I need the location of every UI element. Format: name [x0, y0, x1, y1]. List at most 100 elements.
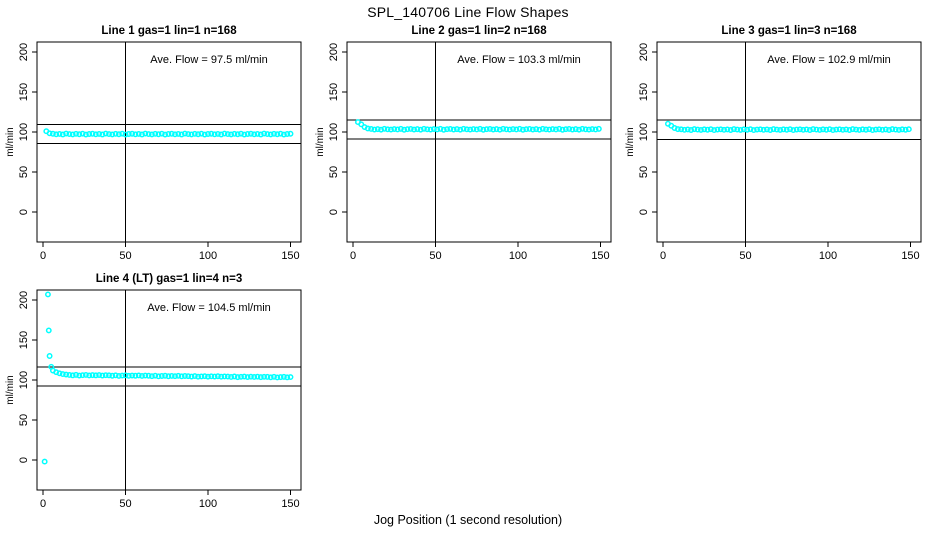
- data-point: [271, 130, 277, 137]
- data-point: [198, 373, 205, 380]
- data-point: [793, 126, 800, 133]
- data-point: [66, 372, 73, 378]
- data-point: [63, 371, 70, 378]
- data-point: [401, 126, 408, 133]
- data-point: [684, 126, 691, 133]
- data-point: [701, 126, 708, 133]
- data-point: [803, 126, 810, 133]
- data-point: [168, 130, 175, 137]
- data-point: [411, 126, 417, 133]
- data-point: [704, 126, 711, 133]
- data-point: [813, 126, 820, 133]
- data-point: [96, 372, 103, 378]
- y-tick-label: 150: [18, 331, 30, 349]
- data-point: [46, 130, 53, 137]
- data-point: [513, 126, 520, 133]
- x-tick-label: 150: [281, 250, 299, 262]
- data-point: [102, 372, 109, 379]
- panel-title: Line 4 (LT) gas=1 lin=4 n=3: [96, 273, 242, 285]
- data-point: [82, 372, 89, 378]
- data-point: [228, 374, 235, 380]
- data-point: [73, 130, 79, 137]
- data-point: [218, 373, 225, 380]
- plot-box: [656, 41, 922, 243]
- data-point: [582, 126, 589, 133]
- data-point: [424, 126, 431, 133]
- flow-panel-3: Line 3 gas=1 lin=3 n=168 0 50 100 150 200 0 50 1…: [625, 25, 922, 262]
- data-point: [863, 126, 869, 133]
- data-point: [198, 130, 205, 137]
- data-point: [556, 125, 563, 132]
- y-axis-label: ml/min: [315, 127, 326, 156]
- data-point: [287, 374, 294, 380]
- data-point: [731, 126, 737, 133]
- data-point: [135, 130, 142, 137]
- data-point: [106, 131, 112, 138]
- data-point: [132, 131, 139, 138]
- data-point: [89, 372, 96, 379]
- data-point: [46, 353, 53, 359]
- data-point: [45, 291, 51, 298]
- data-point: [760, 126, 767, 133]
- data-point: [218, 131, 225, 138]
- x-tick-label: 100: [819, 250, 837, 262]
- data-point: [434, 126, 441, 133]
- data-point: [231, 130, 238, 137]
- flow-panel-1: Line 1 gas=1 lin=1 n=168 0 50 100 150 200 0 50 1…: [5, 25, 302, 262]
- data-point: [63, 130, 70, 137]
- data-point: [49, 130, 56, 137]
- data-point: [267, 131, 274, 138]
- data-point: [767, 127, 774, 133]
- data-point: [152, 130, 159, 137]
- data-point: [447, 126, 454, 132]
- data-point: [119, 372, 126, 379]
- y-tick-label: 50: [18, 414, 30, 426]
- data-point: [856, 126, 863, 133]
- y-tick-label: 200: [328, 43, 340, 61]
- data-point: [139, 372, 145, 379]
- y-tick-label: 150: [18, 83, 30, 101]
- data-point: [178, 131, 185, 138]
- data-point: [125, 372, 132, 379]
- data-point: [849, 126, 856, 133]
- plot-box: [36, 289, 302, 491]
- data-point: [132, 372, 139, 379]
- data-point: [790, 127, 797, 134]
- data-point: [454, 126, 460, 133]
- x-tick-label: 0: [40, 498, 46, 510]
- data-point: [274, 131, 281, 138]
- data-point: [208, 373, 215, 380]
- x-tick-label: 0: [350, 250, 356, 262]
- y-axis-label: ml/min: [5, 127, 16, 156]
- data-point: [158, 373, 165, 379]
- data-point: [562, 126, 569, 133]
- data-point: [694, 126, 701, 133]
- data-point: [707, 126, 714, 133]
- data-point: [79, 372, 86, 379]
- data-point: [109, 372, 116, 379]
- data-point: [155, 373, 162, 380]
- data-point: [529, 126, 536, 133]
- plot-box: [346, 41, 612, 243]
- data-point: [201, 373, 208, 380]
- data-point: [711, 127, 718, 134]
- data-point: [407, 126, 414, 132]
- data-point: [421, 125, 427, 132]
- x-tick-label: 100: [509, 250, 527, 262]
- x-tick-label: 100: [199, 250, 217, 262]
- x-tick-label: 150: [901, 250, 919, 262]
- data-point: [727, 127, 734, 133]
- data-point: [830, 127, 836, 134]
- data-point: [800, 126, 807, 133]
- data-point: [76, 372, 83, 379]
- data-point: [79, 130, 86, 137]
- data-point: [221, 373, 228, 380]
- data-point: [496, 126, 503, 133]
- data-point: [866, 126, 873, 133]
- data-point: [73, 371, 79, 378]
- x-tick-label: 50: [429, 250, 441, 262]
- data-point: [188, 131, 195, 138]
- data-point: [56, 370, 63, 377]
